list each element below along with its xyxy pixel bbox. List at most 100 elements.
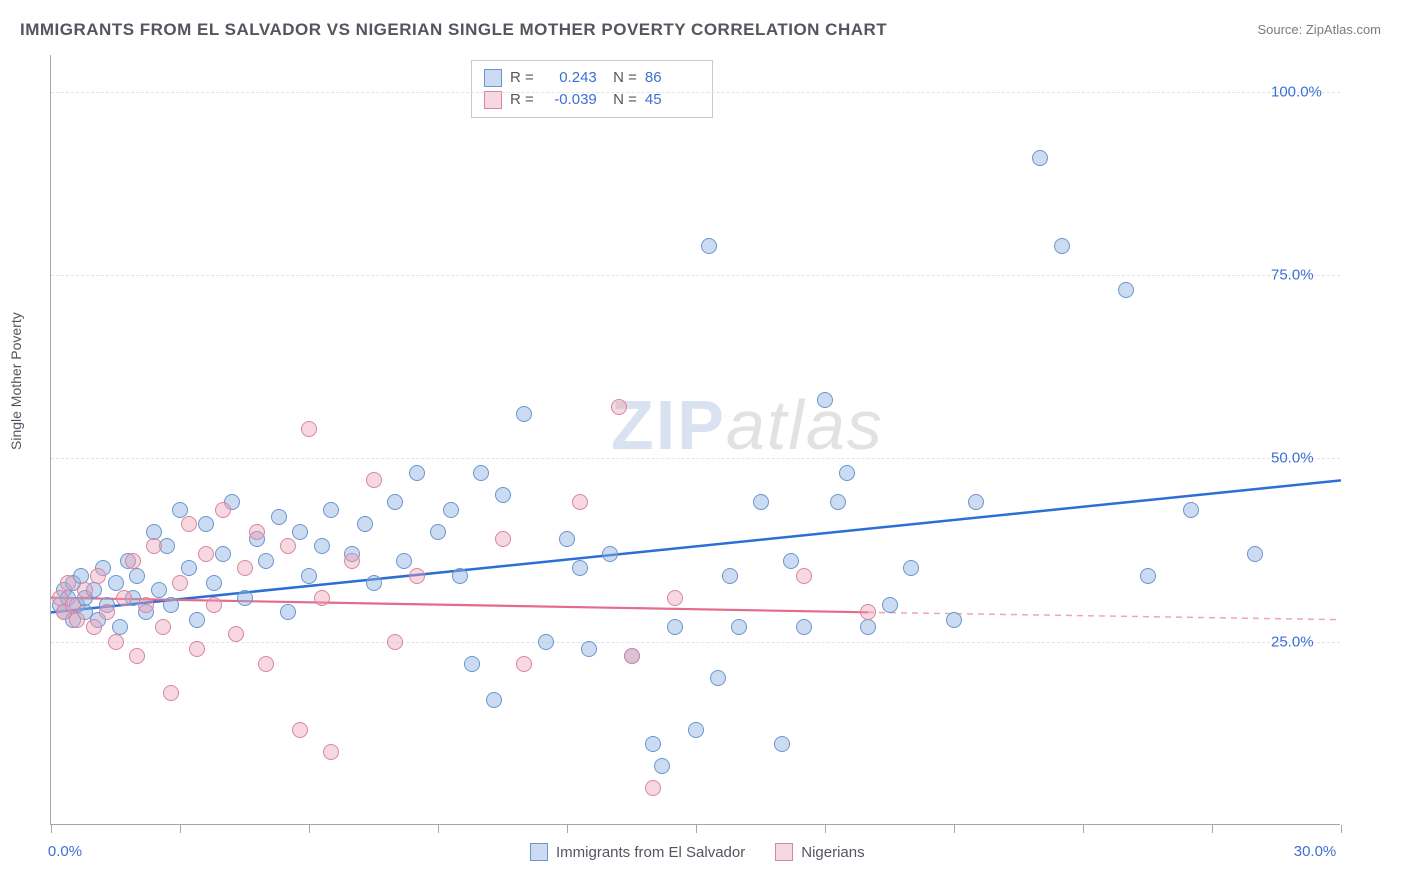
data-point-nigerians [387, 634, 403, 650]
data-point-el_salvador [387, 494, 403, 510]
data-point-nigerians [206, 597, 222, 613]
data-point-el_salvador [464, 656, 480, 672]
trend-lines-layer [51, 55, 1341, 825]
data-point-nigerians [258, 656, 274, 672]
data-point-el_salvador [645, 736, 661, 752]
data-point-el_salvador [667, 619, 683, 635]
data-point-nigerians [495, 531, 511, 547]
data-point-el_salvador [839, 465, 855, 481]
data-point-el_salvador [357, 516, 373, 532]
data-point-el_salvador [146, 524, 162, 540]
data-point-nigerians [344, 553, 360, 569]
data-point-nigerians [138, 597, 154, 613]
data-point-el_salvador [722, 568, 738, 584]
data-point-el_salvador [903, 560, 919, 576]
x-tick [438, 825, 439, 833]
data-point-nigerians [516, 656, 532, 672]
data-point-nigerians [146, 538, 162, 554]
data-point-el_salvador [731, 619, 747, 635]
data-point-el_salvador [314, 538, 330, 554]
legend-item-nigerians: Nigerians [775, 843, 864, 861]
data-point-nigerians [129, 648, 145, 664]
data-point-el_salvador [882, 597, 898, 613]
data-point-el_salvador [1247, 546, 1263, 562]
data-point-el_salvador [1118, 282, 1134, 298]
y-axis-label: Single Mother Poverty [8, 312, 24, 450]
data-point-el_salvador [572, 560, 588, 576]
data-point-el_salvador [1183, 502, 1199, 518]
data-point-el_salvador [701, 238, 717, 254]
data-point-nigerians [860, 604, 876, 620]
data-point-el_salvador [301, 568, 317, 584]
data-point-el_salvador [258, 553, 274, 569]
swatch-nigerians [484, 91, 502, 109]
data-point-el_salvador [654, 758, 670, 774]
data-point-el_salvador [292, 524, 308, 540]
data-point-nigerians [796, 568, 812, 584]
x-tick [180, 825, 181, 833]
data-point-nigerians [645, 780, 661, 796]
data-point-nigerians [198, 546, 214, 562]
x-tick-label: 30.0% [1294, 843, 1337, 860]
data-point-nigerians [314, 590, 330, 606]
data-point-nigerians [125, 553, 141, 569]
watermark-atlas: atlas [726, 386, 884, 464]
scatter-plot-area: ZIPatlas R =0.243 N =86R =-0.039 N =45 2… [50, 55, 1340, 825]
source-attribution: Source: ZipAtlas.com [1257, 22, 1381, 37]
x-tick [825, 825, 826, 833]
data-point-el_salvador [215, 546, 231, 562]
data-point-el_salvador [774, 736, 790, 752]
data-point-el_salvador [108, 575, 124, 591]
x-tick [309, 825, 310, 833]
data-point-nigerians [86, 619, 102, 635]
x-tick [567, 825, 568, 833]
data-point-nigerians [409, 568, 425, 584]
legend-swatch-el_salvador [530, 843, 548, 861]
data-point-nigerians [60, 575, 76, 591]
data-point-el_salvador [486, 692, 502, 708]
data-point-nigerians [65, 597, 81, 613]
legend-bottom: Immigrants from El Salvador Nigerians [530, 843, 865, 861]
n-label: N = [605, 67, 637, 89]
data-point-nigerians [611, 399, 627, 415]
data-point-el_salvador [323, 502, 339, 518]
data-point-el_salvador [452, 568, 468, 584]
gridline-h [51, 275, 1340, 276]
x-tick [1212, 825, 1213, 833]
data-point-nigerians [215, 502, 231, 518]
data-point-el_salvador [271, 509, 287, 525]
trend-line [868, 612, 1341, 619]
data-point-el_salvador [968, 494, 984, 510]
gridline-h [51, 92, 1340, 93]
legend-label: Nigerians [801, 844, 864, 861]
gridline-h [51, 458, 1340, 459]
data-point-el_salvador [473, 465, 489, 481]
data-point-el_salvador [1140, 568, 1156, 584]
data-point-nigerians [366, 472, 382, 488]
data-point-el_salvador [151, 582, 167, 598]
x-tick [954, 825, 955, 833]
data-point-nigerians [69, 612, 85, 628]
y-tick-label: 75.0% [1271, 267, 1314, 284]
data-point-nigerians [624, 648, 640, 664]
data-point-nigerians [77, 582, 93, 598]
data-point-nigerians [189, 641, 205, 657]
y-tick-label: 25.0% [1271, 633, 1314, 650]
data-point-nigerians [155, 619, 171, 635]
data-point-nigerians [280, 538, 296, 554]
data-point-nigerians [667, 590, 683, 606]
gridline-h [51, 642, 1340, 643]
legend-label: Immigrants from El Salvador [556, 844, 745, 861]
data-point-nigerians [99, 604, 115, 620]
data-point-el_salvador [396, 553, 412, 569]
data-point-el_salvador [581, 641, 597, 657]
data-point-nigerians [301, 421, 317, 437]
data-point-el_salvador [753, 494, 769, 510]
data-point-el_salvador [129, 568, 145, 584]
x-tick [51, 825, 52, 833]
data-point-el_salvador [817, 392, 833, 408]
data-point-el_salvador [366, 575, 382, 591]
data-point-el_salvador [409, 465, 425, 481]
data-point-el_salvador [112, 619, 128, 635]
y-tick-label: 50.0% [1271, 450, 1314, 467]
